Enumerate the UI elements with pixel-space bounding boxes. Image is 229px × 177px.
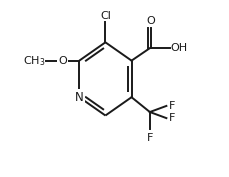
Text: O: O bbox=[58, 56, 67, 66]
Text: F: F bbox=[168, 101, 174, 111]
Text: N: N bbox=[75, 91, 83, 104]
Text: F: F bbox=[146, 133, 152, 143]
Text: Cl: Cl bbox=[100, 11, 110, 21]
Text: O: O bbox=[146, 16, 154, 26]
Text: CH$_3$: CH$_3$ bbox=[23, 54, 45, 67]
Text: F: F bbox=[168, 113, 174, 123]
Text: OH: OH bbox=[170, 42, 187, 53]
